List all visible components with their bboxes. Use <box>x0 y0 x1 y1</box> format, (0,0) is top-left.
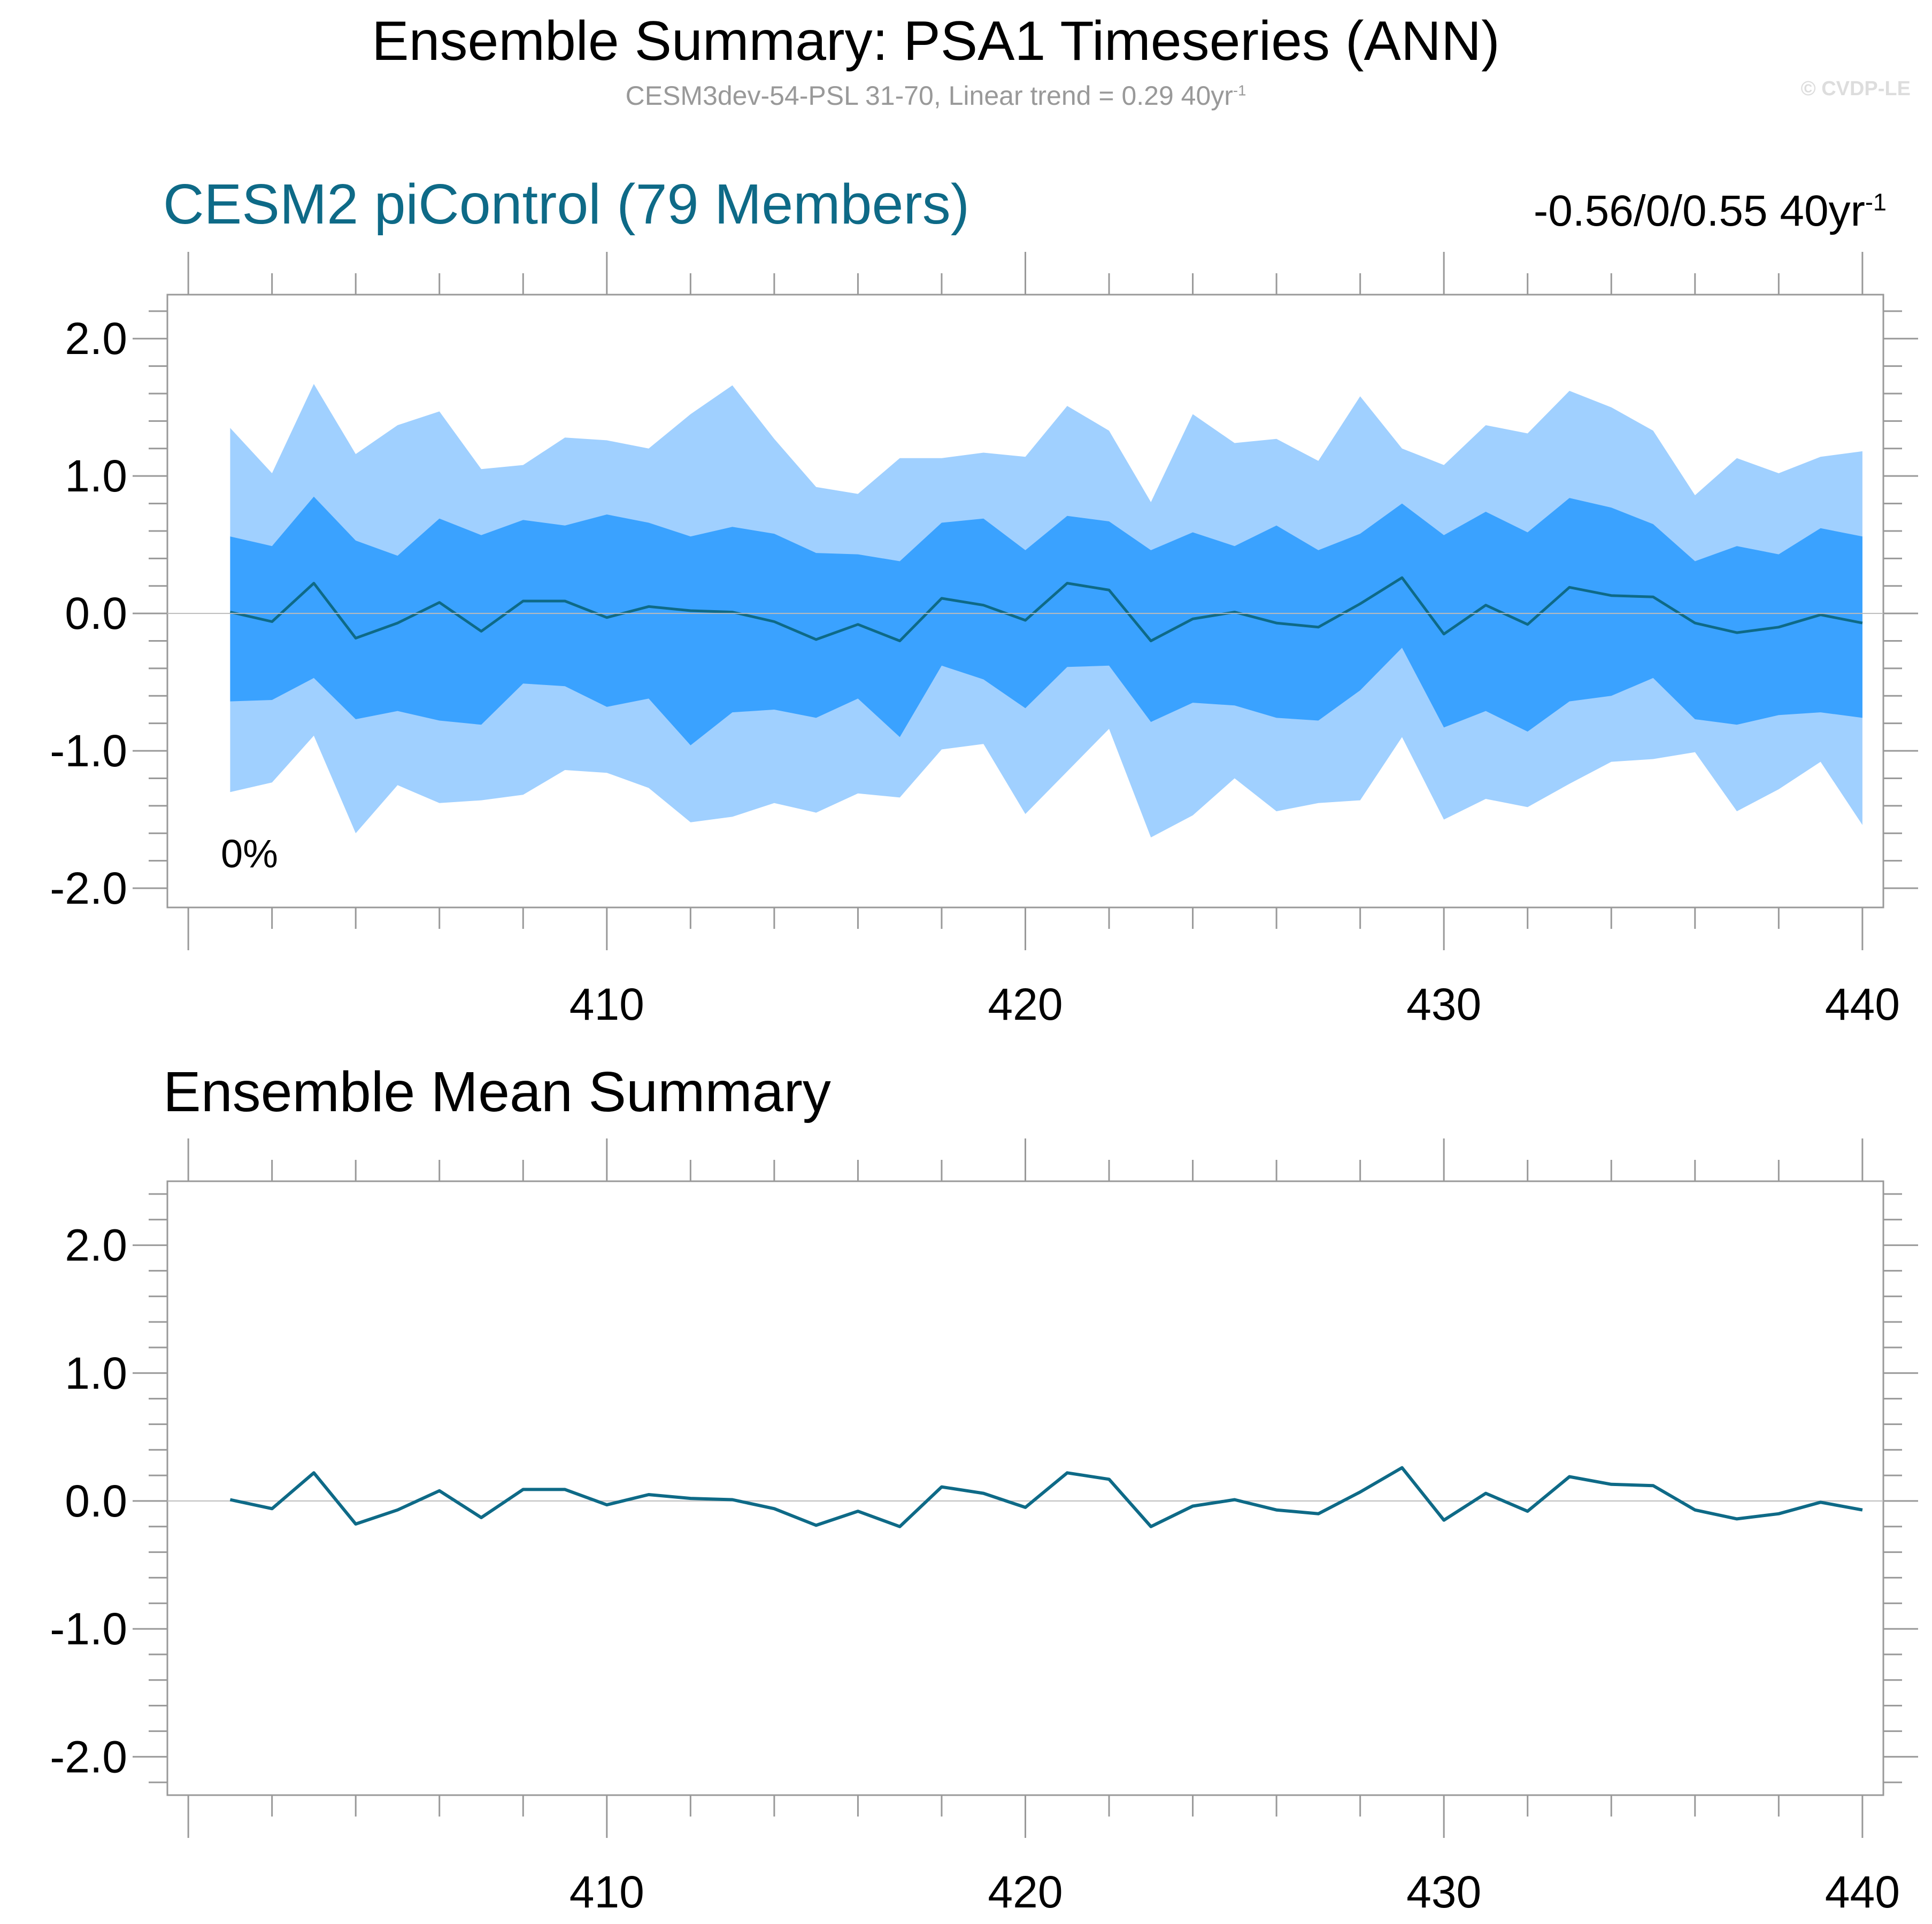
panel1-y-tick-label: -1.0 <box>50 726 127 776</box>
trend-range-label: -0.56/0/0.55 40yr-1 <box>1534 186 1887 236</box>
panel2-x-tick-label: 420 <box>988 1867 1063 1917</box>
panel1-title: CESM2 piControl (79 Members) <box>163 173 970 236</box>
panel1-x-tick-label: 430 <box>1406 979 1481 1029</box>
panel2-y-tick-label: -1.0 <box>50 1604 127 1654</box>
panel1-y-tick-label: -2.0 <box>50 863 127 913</box>
panel1-y-tick-label: 2.0 <box>65 313 127 364</box>
ensemble-mean-summary-line <box>229 1466 1863 1528</box>
panel2-y-tick-label: -2.0 <box>50 1731 127 1782</box>
percent-label: 0% <box>221 832 278 876</box>
ensemble-spread-chart: 2.0 1.0 0.0 -1.0 -2.0 410 420 430 440 0% <box>50 252 1918 1029</box>
trend-range-exponent: -1 <box>1865 188 1887 216</box>
panel1-x-tick-label: 440 <box>1825 979 1900 1029</box>
panel2-x-tick-label: 430 <box>1406 1867 1481 1917</box>
trend-range-text: -0.56/0/0.55 40yr <box>1533 187 1865 235</box>
panel2-x-tick-label: 440 <box>1825 1867 1900 1917</box>
subtitle-text: CESM3dev-54-PSL 31-70, Linear trend = 0.… <box>625 81 1233 111</box>
figure-subtitle: CESM3dev-54-PSL 31-70, Linear trend = 0.… <box>0 80 1872 111</box>
panel1-y-tick-label: 0.0 <box>65 588 127 638</box>
panel2-y-tick-label: 0.0 <box>65 1476 127 1526</box>
panel2-y-tick-label: 2.0 <box>65 1220 127 1271</box>
panel2-y-tick-label: 1.0 <box>65 1348 127 1398</box>
ensemble-mean-line <box>229 576 1863 642</box>
figure-title: Ensemble Summary: PSA1 Timeseries (ANN) <box>372 10 1500 72</box>
panel1-x-tick-label: 410 <box>569 979 644 1029</box>
subtitle-exponent: -1 <box>1233 82 1246 99</box>
inner-percentile-band <box>230 496 1862 745</box>
copyright-watermark: © CVDP-LE <box>1800 78 1911 100</box>
panel2-x-tick-label: 410 <box>569 1867 644 1917</box>
panel1-x-tick-label: 420 <box>988 979 1063 1029</box>
panel1-y-tick-label: 1.0 <box>65 451 127 501</box>
panel2-title: Ensemble Mean Summary <box>163 1060 831 1123</box>
panel2-plot-frame <box>166 1180 1884 1796</box>
